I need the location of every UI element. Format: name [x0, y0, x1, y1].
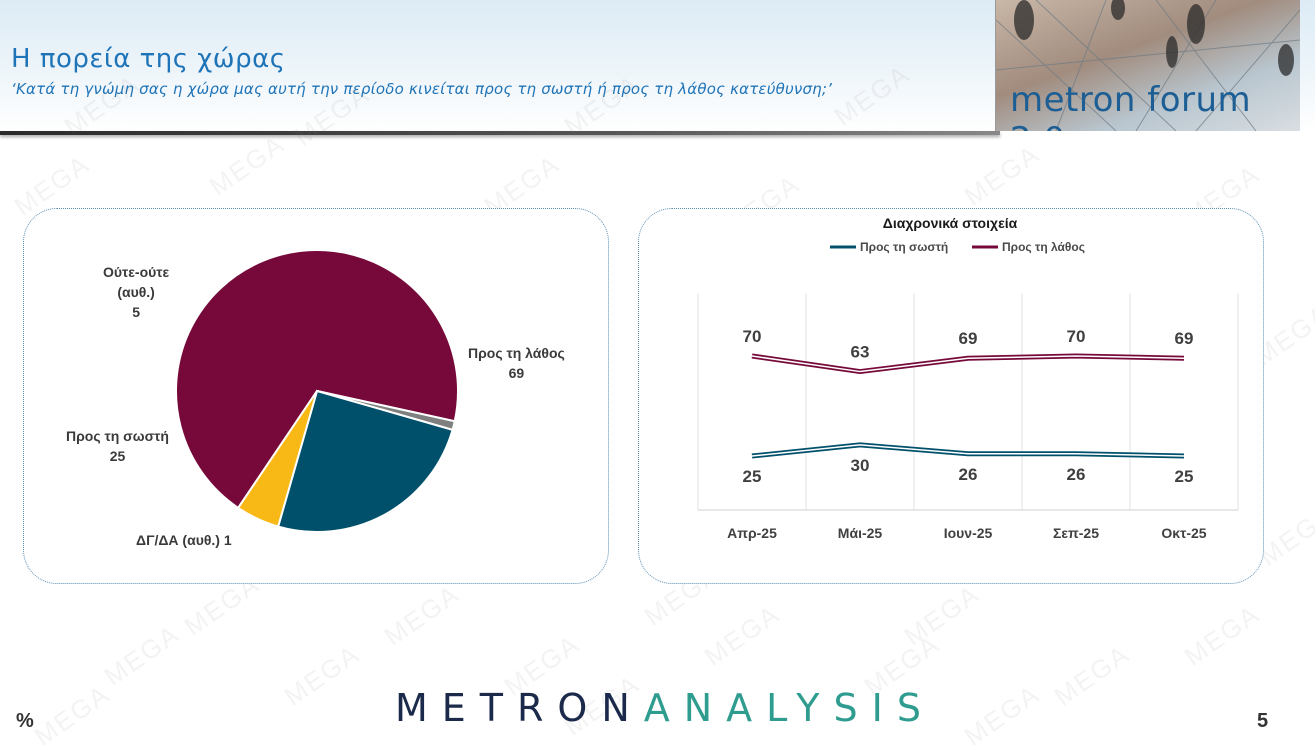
line-chart-panel — [638, 208, 1264, 584]
header-divider — [0, 131, 1000, 135]
data-label: 25 — [743, 467, 762, 486]
pie-label-right: Προς τη σωστή 25 — [66, 426, 169, 466]
watermark-text: MEGA — [28, 678, 116, 752]
pie-label-wrong-value: 69 — [508, 365, 525, 381]
pie-label-neither: Ούτε-ούτε (αυθ.) 5 — [103, 262, 169, 322]
legend-label-right: Προς τη σωστή — [860, 240, 948, 254]
pie-label-dkna-text: ΔΓ/ΔΑ (αυθ.) 1 — [136, 532, 232, 548]
page-subtitle: ‘Κατά τη γνώμη σας η χώρα μας αυτή την π… — [11, 80, 833, 98]
pie-label-right-name: Προς τη σωστή — [66, 428, 169, 444]
pie-label-neither-value: 5 — [132, 304, 140, 320]
x-tick-label: Ιουν-25 — [944, 525, 993, 541]
data-label: 25 — [1175, 467, 1194, 486]
data-label: 26 — [1067, 465, 1086, 484]
data-label: 70 — [743, 327, 762, 346]
data-label: 69 — [959, 329, 978, 348]
legend-label-wrong: Προς τη λάθος — [1002, 240, 1085, 254]
pie-slice-wrong — [175, 249, 459, 510]
watermark-text: MEGA — [1178, 598, 1266, 672]
data-label: 30 — [851, 456, 870, 475]
watermark-text: MEGA — [278, 638, 366, 712]
pie-label-neither-name: Ούτε-ούτε — [103, 264, 170, 280]
data-label: 26 — [959, 465, 978, 484]
data-label: 69 — [1175, 329, 1194, 348]
logo-text: metron forum 2.0 — [1010, 80, 1252, 131]
page-title: Η πορεία της χώρας — [11, 44, 286, 74]
watermark-text: MEGA — [898, 578, 986, 652]
pie-label-right-value: 25 — [109, 448, 126, 464]
x-tick-label: Μάι-25 — [838, 525, 883, 541]
logo-background-pattern — [996, 0, 1300, 131]
x-tick-label: Οκτ-25 — [1161, 525, 1206, 541]
metron-forum-logo: metron forum 2.0 — [995, 0, 1300, 131]
data-label: 63 — [851, 343, 870, 362]
metron-analysis-logo: METRONANALYSIS — [395, 686, 935, 730]
line-chart: Διαχρονικά στοιχεία Προς τη σωστή Προς τη … — [697, 215, 1239, 541]
pie-slice-right — [276, 389, 454, 533]
pie-label-neither-qualifier: (αυθ.) — [117, 284, 155, 300]
watermark-text: MEGA — [698, 598, 786, 672]
data-label: 70 — [1067, 327, 1086, 346]
pie-label-wrong-name: Προς τη λάθος — [468, 345, 565, 361]
watermark-text: MEGA — [203, 128, 291, 202]
brand-part-analysis: ANALYSIS — [643, 686, 935, 730]
series-line-right — [751, 444, 1185, 457]
watermark-text: MEGA — [98, 618, 186, 692]
watermark-text: MEGA — [958, 138, 1046, 212]
series-line-wrong — [751, 355, 1185, 373]
pie-label-wrong: Προς τη λάθος 69 — [468, 343, 565, 383]
page-number: 5 — [1257, 710, 1269, 732]
x-tick-label: Σεπ-25 — [1053, 525, 1099, 541]
watermark-text: MEGA — [1048, 638, 1136, 712]
pie-chart — [175, 249, 459, 533]
brand-part-metron: METRON — [395, 686, 644, 730]
pie-slice-neither — [236, 390, 318, 528]
line-chart-title: Διαχρονικά στοιχεία — [883, 215, 1018, 231]
x-tick-label: Απρ-25 — [727, 525, 777, 541]
pie-label-dkna: ΔΓ/ΔΑ (αυθ.) 1 — [136, 530, 232, 550]
percent-indicator: % — [16, 710, 34, 732]
watermark-text: MEGA — [958, 678, 1046, 752]
watermark-text: MEGA — [378, 578, 466, 652]
